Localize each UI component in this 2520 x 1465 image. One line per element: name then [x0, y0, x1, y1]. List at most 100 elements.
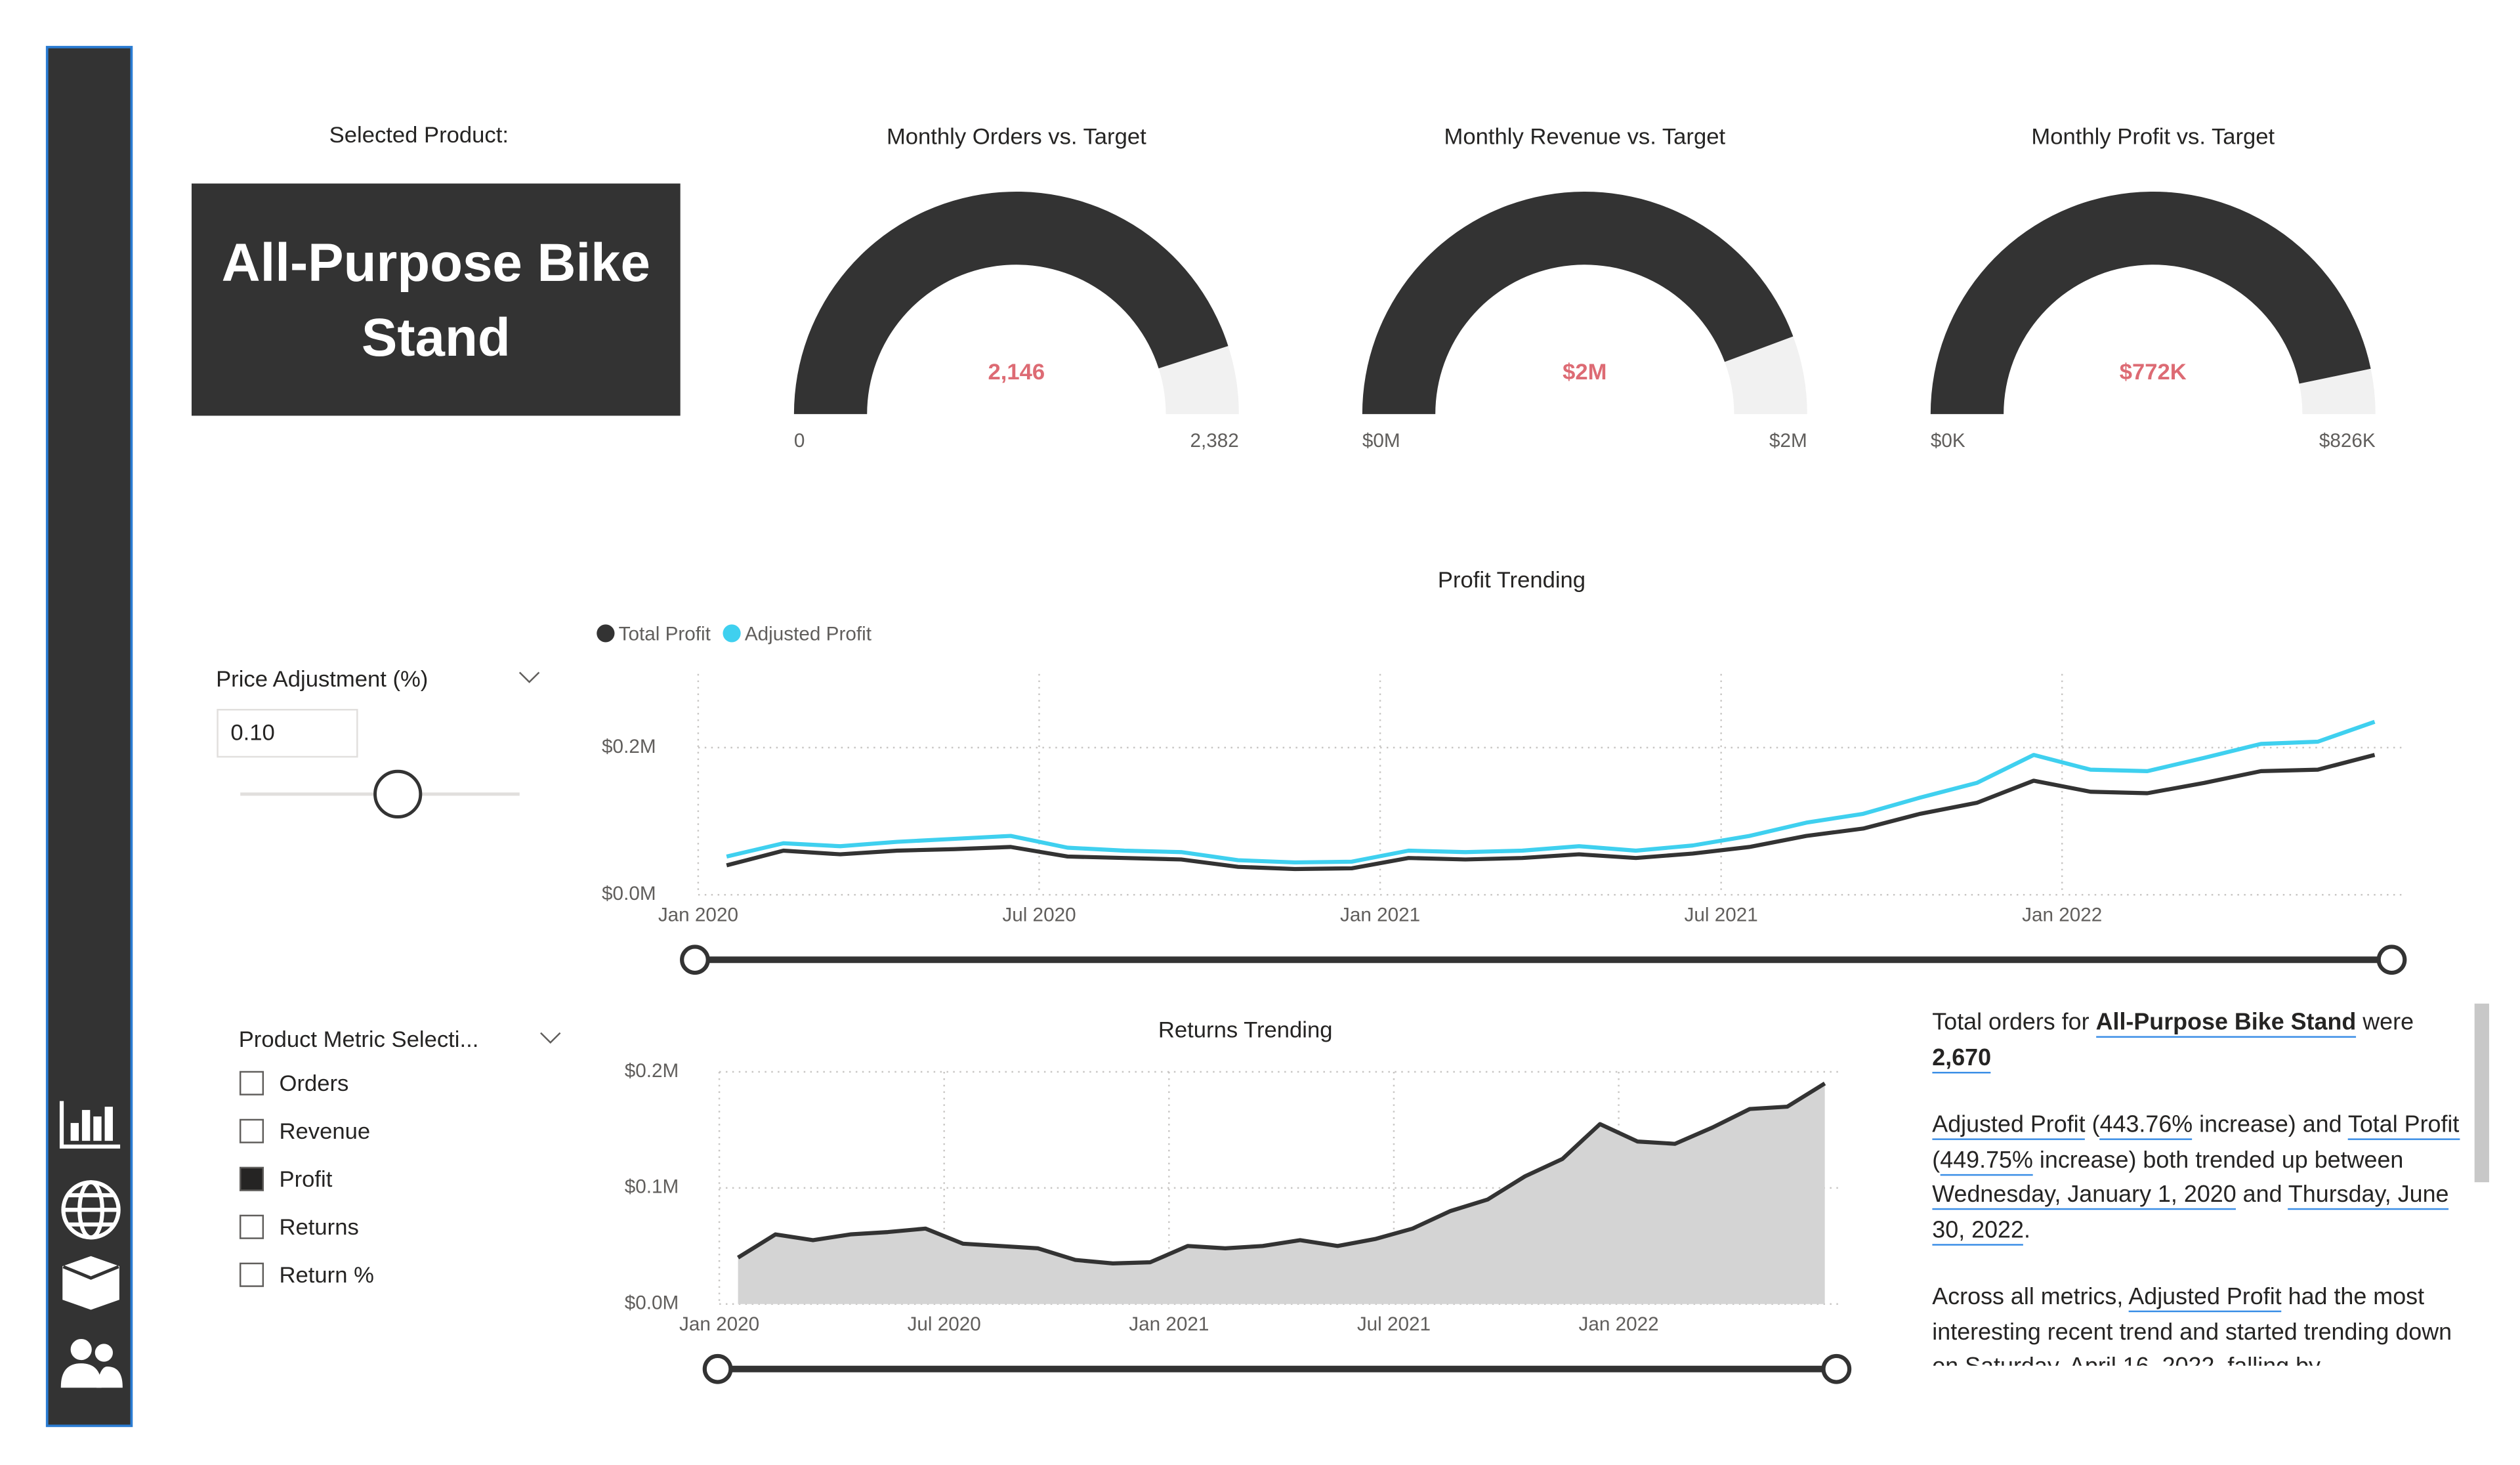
narrative-link[interactable]: 449.75% [1940, 1147, 2033, 1176]
checkbox-label: Revenue [280, 1119, 371, 1144]
checkbox[interactable] [239, 1262, 264, 1287]
x-tick-label: Jan 2022 [2022, 904, 2102, 925]
legend-marker [597, 624, 615, 643]
narrative-link[interactable]: 443.76% [2099, 1112, 2193, 1140]
selected-product-label: Selected Product: [329, 123, 509, 148]
product-card: All-Purpose Bike Stand [191, 183, 681, 416]
narrative-link[interactable]: Total Profit [2348, 1112, 2460, 1140]
globe-icon[interactable] [61, 1180, 121, 1240]
y-tick-label: $0.2M [602, 736, 656, 757]
slider-thumb[interactable] [373, 769, 423, 818]
x-tick-label: Jul 2021 [1357, 1313, 1431, 1335]
narrative-link[interactable]: Wednesday, January 1, 2020 [1932, 1182, 2236, 1210]
checkbox-label: Returns [280, 1215, 359, 1240]
report-icon[interactable] [59, 1101, 121, 1149]
gauge-fill [1930, 191, 2371, 414]
chevron[interactable] [540, 1032, 561, 1044]
area-fill [738, 1083, 1825, 1304]
gauge-track [1725, 336, 1807, 414]
sidebar-icons [59, 1101, 123, 1388]
price-input-value: 0.10 [230, 720, 274, 745]
gauge-value: $772K [2120, 360, 2187, 385]
gauge-max: 2,382 [1190, 430, 1239, 452]
narrative-link[interactable]: Thursday, June 30, 2022 [1932, 1182, 2449, 1245]
checkbox[interactable] [239, 1071, 264, 1095]
series-line [726, 719, 2376, 865]
series-line [726, 753, 2376, 872]
narrative-text: were [2356, 1009, 2414, 1036]
y-tick-label: $0.2M [625, 1060, 679, 1082]
gauge-track [2299, 368, 2376, 414]
x-tick-label: Jul 2020 [1002, 904, 1076, 925]
gauge-title: Monthly Profit vs. Target [2031, 124, 2275, 149]
price-input[interactable] [217, 708, 358, 758]
gauge-min: 0 [794, 430, 805, 452]
smart-narrative: Total orders for All-Purpose Bike Stand … [1932, 1007, 2468, 1366]
narrative-text: increase) both trended up between [2032, 1147, 2404, 1174]
narrative-text: increase) and [2193, 1112, 2348, 1139]
scrollbar[interactable] [2474, 1004, 2489, 1183]
gauge-value: $2M [1563, 360, 1606, 385]
y-tick-label: $0.1M [625, 1176, 679, 1198]
price-adjustment-label: Price Adjustment (%) [216, 667, 428, 692]
area-line [736, 1082, 1826, 1265]
narrative-text: Across all metrics, [1932, 1285, 2129, 1311]
x-tick-label: Jan 2020 [658, 904, 738, 925]
gauge-max: $2M [1769, 430, 1807, 452]
checkbox-label: Orders [280, 1071, 349, 1096]
y-tick-label: $0.0M [625, 1292, 679, 1314]
range-handle[interactable] [680, 945, 710, 975]
narrative-link[interactable]: Adjusted Profit [1932, 1112, 2086, 1140]
range-handle[interactable] [2376, 945, 2407, 975]
x-tick-label: Jul 2020 [908, 1313, 981, 1335]
gauge-track [1158, 346, 1239, 414]
product-name: All-Purpose Bike Stand [221, 231, 650, 366]
gauge-min: $0M [1362, 430, 1400, 452]
y-tick-label: $0.0M [602, 883, 656, 904]
chart-title: Profit Trending [1438, 568, 1586, 593]
paragraph: Across all metrics, Adjusted Profit had … [1932, 1281, 2468, 1366]
narrative-link[interactable]: All-Purpose Bike Stand [2095, 1009, 2357, 1038]
narrative-text: . [2023, 1217, 2030, 1244]
narrative-text: ( [2085, 1112, 2100, 1139]
checkbox[interactable] [239, 1118, 264, 1143]
gauge-fill [1362, 191, 1794, 414]
x-tick-label: Jan 2021 [1129, 1313, 1209, 1335]
narrative-link[interactable]: Adjusted Profit [2128, 1285, 2282, 1313]
legend-marker [723, 624, 741, 643]
narrative-link[interactable]: 2,670 [1932, 1045, 1992, 1073]
x-tick-label: Jan 2022 [1578, 1313, 1658, 1335]
x-tick-label: Jan 2020 [679, 1313, 759, 1335]
chevron[interactable] [518, 671, 540, 683]
chart-title: Returns Trending [1158, 1017, 1333, 1042]
legend-label: Total Profit [619, 623, 711, 645]
gauge-value: 2,146 [988, 360, 1045, 385]
legend-label: Adjusted Profit [745, 623, 872, 645]
checkbox-label: Return % [280, 1263, 374, 1288]
narrative-text: had the most interesting recent trend an… [1932, 1285, 2452, 1366]
metric-selection-label: Product Metric Selecti... [239, 1027, 479, 1052]
gauge-fill [793, 191, 1228, 414]
paragraph: Adjusted Profit (443.76% increase) and T… [1932, 1109, 2468, 1249]
checkbox[interactable] [239, 1214, 264, 1239]
gauge-min: $0K [1931, 430, 1965, 452]
checkbox[interactable] [239, 1166, 264, 1191]
range-handle[interactable] [702, 1353, 733, 1384]
paragraph: Total orders for All-Purpose Bike Stand … [1932, 1007, 2468, 1076]
narrative-text: and [2236, 1182, 2288, 1208]
gauge-max: $826K [2319, 430, 2376, 452]
box-icon[interactable] [62, 1256, 119, 1310]
checkbox-label: Profit [280, 1167, 333, 1192]
metric-list: Orders Revenue Profit Returns Return % [239, 1071, 374, 1288]
x-tick-label: Jul 2021 [1685, 904, 1758, 925]
range-handle[interactable] [1821, 1353, 1852, 1384]
gauge-title: Monthly Revenue vs. Target [1444, 124, 1726, 149]
x-tick-label: Jan 2021 [1340, 904, 1420, 925]
users-icon[interactable] [60, 1338, 123, 1388]
gauge-title: Monthly Orders vs. Target [887, 124, 1146, 149]
narrative-text: ( [1932, 1147, 1941, 1174]
narrative-text: Total orders for [1932, 1009, 2096, 1036]
